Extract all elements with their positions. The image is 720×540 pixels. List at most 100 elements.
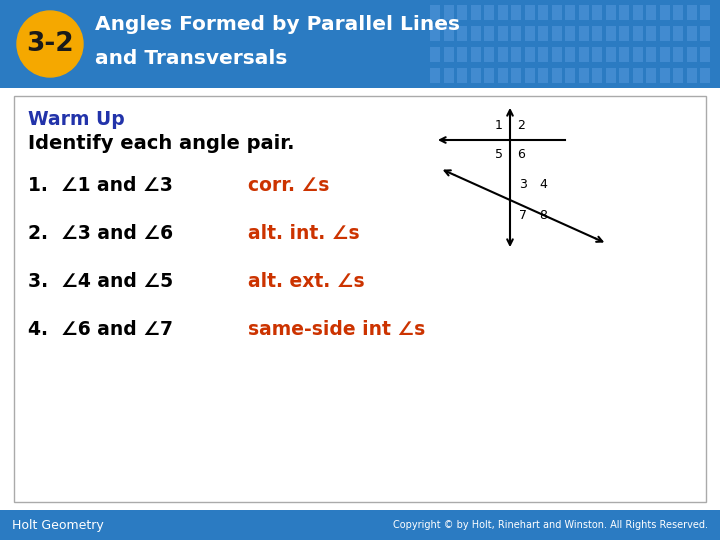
Bar xyxy=(552,5,562,20)
Bar xyxy=(457,5,467,20)
Bar xyxy=(565,5,575,20)
Bar xyxy=(498,26,508,41)
Text: Copyright © by Holt, Rinehart and Winston. All Rights Reserved.: Copyright © by Holt, Rinehart and Winsto… xyxy=(393,520,708,530)
Bar xyxy=(484,68,494,83)
Bar xyxy=(700,26,710,41)
Bar xyxy=(552,47,562,62)
Text: 4.  ∠6 and ∠7: 4. ∠6 and ∠7 xyxy=(28,320,173,339)
Text: 7: 7 xyxy=(519,209,527,222)
Bar xyxy=(484,5,494,20)
Bar xyxy=(470,68,480,83)
Bar xyxy=(660,68,670,83)
Bar xyxy=(646,26,656,41)
Text: 2: 2 xyxy=(517,119,525,132)
Bar xyxy=(457,68,467,83)
Bar xyxy=(700,5,710,20)
Bar xyxy=(592,5,602,20)
Bar xyxy=(538,5,548,20)
Text: alt. ext. ∠s: alt. ext. ∠s xyxy=(248,272,364,291)
Bar xyxy=(673,47,683,62)
Bar xyxy=(632,68,642,83)
Bar xyxy=(430,47,440,62)
Bar xyxy=(444,26,454,41)
Text: 6: 6 xyxy=(517,148,525,161)
Bar xyxy=(538,26,548,41)
Bar xyxy=(470,47,480,62)
Bar xyxy=(578,68,588,83)
Bar xyxy=(565,26,575,41)
Bar xyxy=(660,5,670,20)
Text: 1: 1 xyxy=(495,119,503,132)
Bar xyxy=(606,68,616,83)
Bar xyxy=(660,47,670,62)
Bar xyxy=(565,47,575,62)
Bar xyxy=(646,47,656,62)
Text: 1.  ∠1 and ∠3: 1. ∠1 and ∠3 xyxy=(28,176,173,195)
Text: 3: 3 xyxy=(519,178,527,191)
Bar xyxy=(14,96,706,502)
Bar xyxy=(0,0,720,88)
Bar xyxy=(498,47,508,62)
Text: 5: 5 xyxy=(495,148,503,161)
Bar xyxy=(619,26,629,41)
Bar xyxy=(673,68,683,83)
Bar xyxy=(686,47,696,62)
Circle shape xyxy=(17,11,83,77)
Bar xyxy=(592,26,602,41)
Bar xyxy=(524,47,534,62)
Bar xyxy=(511,68,521,83)
Bar xyxy=(606,26,616,41)
Text: 4: 4 xyxy=(539,178,547,191)
Bar xyxy=(444,47,454,62)
Text: 8: 8 xyxy=(539,209,547,222)
Text: Angles Formed by Parallel Lines: Angles Formed by Parallel Lines xyxy=(95,15,460,33)
Bar xyxy=(632,26,642,41)
Bar xyxy=(511,47,521,62)
Bar xyxy=(538,68,548,83)
Bar xyxy=(632,47,642,62)
Bar xyxy=(444,5,454,20)
Bar xyxy=(444,68,454,83)
Bar xyxy=(619,47,629,62)
Bar xyxy=(578,26,588,41)
Text: 3-2: 3-2 xyxy=(26,31,74,57)
Bar xyxy=(552,68,562,83)
Bar xyxy=(0,510,720,540)
Bar xyxy=(686,68,696,83)
Text: Warm Up: Warm Up xyxy=(28,110,125,129)
Bar xyxy=(498,5,508,20)
Text: Identify each angle pair.: Identify each angle pair. xyxy=(28,134,294,153)
Bar xyxy=(632,5,642,20)
Text: and Transversals: and Transversals xyxy=(95,49,287,68)
Bar xyxy=(619,68,629,83)
Bar xyxy=(673,26,683,41)
Bar xyxy=(606,47,616,62)
Bar xyxy=(646,5,656,20)
Bar xyxy=(511,26,521,41)
Text: alt. int. ∠s: alt. int. ∠s xyxy=(248,224,359,243)
Bar xyxy=(430,5,440,20)
Bar xyxy=(430,68,440,83)
Bar xyxy=(498,68,508,83)
Text: 2.  ∠3 and ∠6: 2. ∠3 and ∠6 xyxy=(28,224,173,243)
Bar xyxy=(686,26,696,41)
Bar xyxy=(457,47,467,62)
Text: same-side int ∠s: same-side int ∠s xyxy=(248,320,426,339)
Text: Holt Geometry: Holt Geometry xyxy=(12,518,104,531)
Bar xyxy=(592,68,602,83)
Bar xyxy=(700,68,710,83)
Bar xyxy=(700,47,710,62)
Bar xyxy=(646,68,656,83)
Bar xyxy=(524,68,534,83)
Bar xyxy=(511,5,521,20)
Bar xyxy=(524,26,534,41)
Text: corr. ∠s: corr. ∠s xyxy=(248,176,329,195)
Bar xyxy=(686,5,696,20)
Bar xyxy=(578,5,588,20)
Bar xyxy=(470,26,480,41)
Bar xyxy=(470,5,480,20)
Bar xyxy=(538,47,548,62)
Bar xyxy=(660,26,670,41)
Bar xyxy=(619,5,629,20)
Bar xyxy=(673,5,683,20)
